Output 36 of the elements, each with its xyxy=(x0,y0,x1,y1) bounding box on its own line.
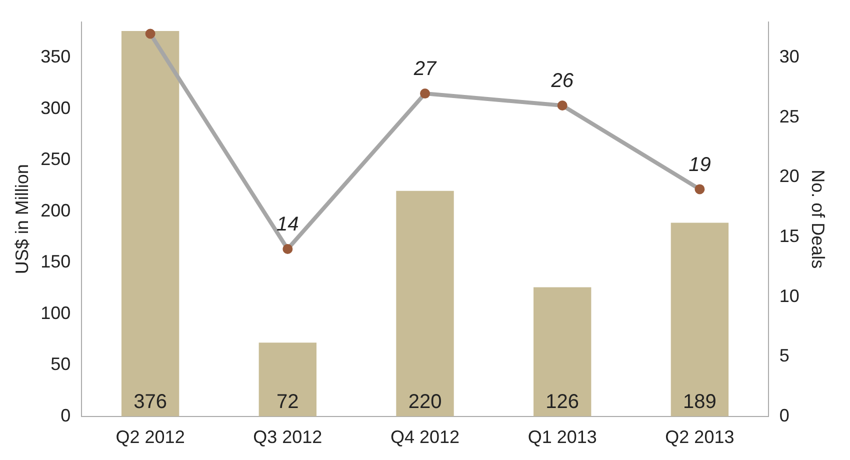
x-tick-label: Q2 2012 xyxy=(116,427,185,448)
bar xyxy=(534,287,592,416)
data-label: 189 xyxy=(683,390,716,413)
y2-axis-title: No. of Deals xyxy=(808,170,828,269)
bar xyxy=(121,31,180,416)
y-tick-label: 200 xyxy=(40,200,71,220)
y-tick-label: 300 xyxy=(40,98,71,118)
data-label: 14 xyxy=(276,214,299,236)
y-tick-label: 250 xyxy=(40,149,71,170)
y2-tick-label: 0 xyxy=(779,405,790,426)
x-tick-label: Q2 2013 xyxy=(665,427,734,448)
y2-tick-label: 5 xyxy=(779,346,790,366)
y2-tick-label: 25 xyxy=(779,106,800,126)
y-tick-label: 50 xyxy=(50,354,71,374)
data-label: 126 xyxy=(546,390,580,413)
y2-tick-label: 10 xyxy=(779,286,800,306)
data-label: 220 xyxy=(408,390,442,413)
bar xyxy=(670,222,729,416)
y-tick-label: 150 xyxy=(40,252,71,272)
bar xyxy=(396,190,454,416)
data-label: 26 xyxy=(550,70,574,92)
data-label: 19 xyxy=(688,154,711,176)
y2-tick-label: 15 xyxy=(779,226,800,246)
y2-tick-label: 20 xyxy=(779,166,800,186)
y2-tick-label: 30 xyxy=(779,46,800,67)
y-tick-label: 100 xyxy=(40,302,71,323)
data-label: 72 xyxy=(276,390,299,413)
y-tick-label: 350 xyxy=(40,46,71,67)
data-label: 27 xyxy=(412,58,438,80)
y-tick-label: 0 xyxy=(60,405,71,426)
x-tick-label: Q4 2012 xyxy=(390,427,460,448)
x-tick-label: Q3 2012 xyxy=(253,427,322,448)
y-axis-title: US$ in Million xyxy=(12,164,32,274)
data-label: 376 xyxy=(134,390,167,413)
x-tick-label: Q1 2013 xyxy=(528,427,597,448)
bar xyxy=(258,342,316,416)
